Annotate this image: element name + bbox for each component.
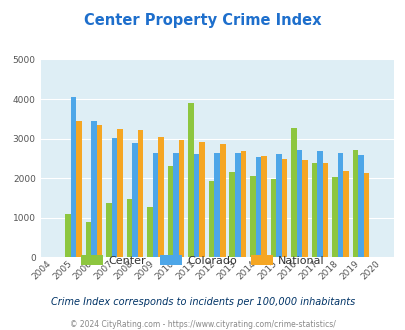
Bar (322, 163, 327, 257)
Bar (167, 166, 173, 257)
Bar (352, 150, 357, 257)
Bar (270, 179, 275, 257)
Bar (194, 154, 199, 257)
Bar (106, 203, 111, 257)
Bar (188, 103, 194, 257)
Bar (126, 199, 132, 257)
Bar (357, 155, 363, 257)
Bar (111, 138, 117, 257)
Legend: Center, Colorado, National: Center, Colorado, National (77, 250, 328, 270)
Bar (363, 173, 369, 257)
Bar (152, 153, 158, 257)
Bar (132, 143, 138, 257)
Bar (85, 222, 91, 257)
Bar (158, 137, 164, 257)
Text: © 2024 CityRating.com - https://www.cityrating.com/crime-statistics/: © 2024 CityRating.com - https://www.city… (70, 319, 335, 329)
Bar (260, 156, 266, 257)
Bar (65, 214, 70, 257)
Bar (249, 176, 255, 257)
Bar (296, 150, 301, 257)
Bar (240, 151, 245, 257)
Bar (275, 154, 281, 257)
Text: Crime Index corresponds to incidents per 100,000 inhabitants: Crime Index corresponds to incidents per… (51, 297, 354, 307)
Bar (91, 121, 96, 257)
Bar (281, 159, 286, 257)
Bar (311, 163, 316, 257)
Bar (331, 177, 337, 257)
Bar (199, 142, 205, 257)
Bar (337, 153, 342, 257)
Bar (220, 144, 225, 257)
Bar (179, 140, 184, 257)
Bar (229, 172, 234, 257)
Bar (76, 121, 81, 257)
Text: Center Property Crime Index: Center Property Crime Index (84, 13, 321, 28)
Bar (234, 153, 240, 257)
Bar (214, 153, 220, 257)
Bar (70, 97, 76, 257)
Bar (290, 127, 296, 257)
Bar (173, 153, 179, 257)
Bar (255, 157, 260, 257)
Bar (209, 182, 214, 257)
Bar (117, 129, 123, 257)
Bar (301, 160, 307, 257)
Bar (342, 171, 348, 257)
Bar (96, 125, 102, 257)
Bar (147, 207, 152, 257)
Bar (316, 151, 322, 257)
Bar (138, 130, 143, 257)
